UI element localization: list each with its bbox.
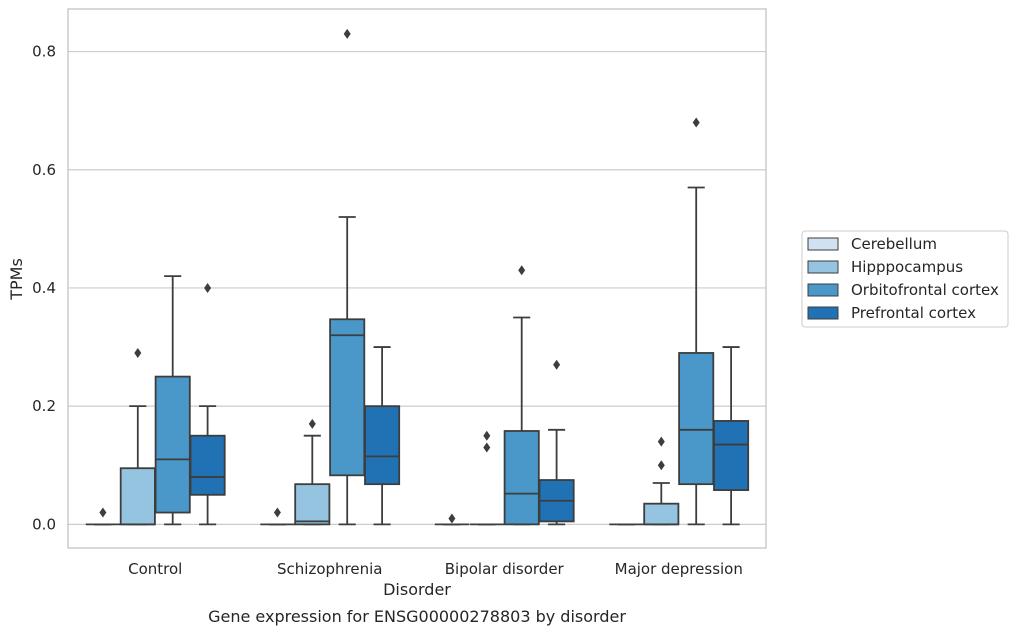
outlier-point — [134, 347, 142, 358]
outlier-point — [553, 359, 561, 370]
x-tick-label: Bipolar disorder — [445, 560, 565, 578]
legend-label: Orbitofrontal cortex — [851, 281, 999, 299]
legend-frame — [801, 230, 1009, 328]
legend-swatch — [807, 260, 839, 274]
box-plot-marks — [85, 28, 750, 526]
legend-label: Prefrontal cortex — [851, 304, 976, 322]
chart-title: Gene expression for ENSG00000278803 by d… — [208, 607, 626, 626]
outlier-point — [308, 418, 316, 429]
outlier-point — [483, 442, 491, 453]
box-group — [678, 117, 715, 526]
box-group — [643, 436, 680, 526]
x-tick-labels: Control Schizophrenia Bipolar disorder Majo… — [128, 560, 743, 578]
box-group — [434, 513, 470, 526]
box — [294, 483, 331, 526]
box-group — [503, 265, 540, 526]
box — [329, 318, 366, 477]
box — [713, 420, 750, 491]
outlier-point — [204, 282, 212, 293]
y-tick-label: 0.2 — [32, 397, 56, 415]
box-group — [469, 430, 504, 526]
x-tick-label: Schizophrenia — [277, 560, 382, 578]
y-tick-label: 0.0 — [32, 515, 56, 533]
box — [364, 405, 401, 486]
outlier-point — [483, 430, 491, 441]
box-group — [713, 346, 750, 526]
box — [189, 434, 226, 496]
x-tick-label: Control — [128, 560, 182, 578]
legend-label: Hipppocampus — [851, 258, 963, 276]
y-tick-label: 0.4 — [32, 279, 56, 297]
x-axis-label: Disorder — [383, 580, 451, 599]
outlier-point — [343, 28, 351, 39]
box-group — [329, 28, 366, 526]
legend-swatch — [807, 283, 839, 297]
box-group — [294, 418, 331, 526]
outlier-point — [448, 513, 456, 524]
y-tick-label: 0.6 — [32, 161, 56, 179]
legend: Cerebellum Hipppocampus Orbitofrontal cort… — [801, 230, 1009, 328]
box — [678, 352, 715, 486]
plot-frame — [67, 8, 767, 549]
box-group — [260, 507, 295, 526]
box — [154, 375, 191, 514]
outlier-point — [692, 117, 700, 128]
outlier-point — [657, 436, 665, 447]
legend-swatch — [807, 237, 839, 251]
y-tick-labels: 0.0 0.2 0.4 0.6 0.8 — [32, 43, 56, 534]
outlier-point — [273, 507, 281, 518]
y-tick-label: 0.8 — [32, 43, 56, 61]
outlier-point — [518, 265, 526, 276]
legend-swatch — [807, 306, 839, 320]
legend-label: Cerebellum — [851, 235, 937, 253]
box-group — [154, 275, 191, 526]
box-group — [119, 347, 156, 526]
outlier-point — [657, 460, 665, 471]
box — [119, 467, 156, 526]
box — [503, 430, 540, 526]
x-tick-label: Major depression — [615, 560, 743, 578]
outlier-point — [99, 507, 107, 518]
box-group — [364, 346, 401, 526]
box-group — [189, 282, 226, 526]
box — [643, 502, 680, 526]
box-group — [538, 359, 575, 526]
y-axis-label: TPMs — [7, 258, 26, 301]
box-group — [85, 507, 121, 526]
